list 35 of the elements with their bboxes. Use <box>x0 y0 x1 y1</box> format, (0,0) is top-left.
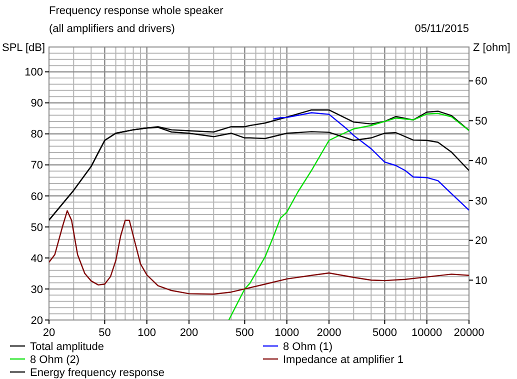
y-tick-label: 60 <box>30 190 43 203</box>
chart-title: Frequency response whole speaker <box>49 5 224 17</box>
y-tick-label: 50 <box>30 222 43 234</box>
x-tick-label: 100 <box>138 327 156 339</box>
x-tick-label: 10000 <box>412 327 442 339</box>
x-tick-label: 200 <box>180 327 198 339</box>
y2-axis-title: Z [ohm] <box>473 42 510 54</box>
y2-tick-label: 10 <box>475 274 488 287</box>
y-tick-label: 100 <box>24 66 43 79</box>
y-tick-label: 40 <box>30 252 43 265</box>
y2-tick-label: 40 <box>475 155 488 168</box>
x-tick-label: 500 <box>236 327 254 339</box>
y2-tick-label: 50 <box>475 116 488 128</box>
y-tick-label: 80 <box>30 128 43 141</box>
text: 05/11/2015 <box>414 23 469 35</box>
y2-tick-label: 60 <box>475 76 488 88</box>
legend-label: Total amplitude <box>30 340 104 353</box>
y-tick-label: 70 <box>30 160 43 172</box>
y-axis-title: SPL [dB] <box>2 42 46 54</box>
chart-subtitle: (all amplifiers and drivers) <box>49 23 175 35</box>
y2-tick-label: 20 <box>475 235 488 248</box>
x-tick-label: 20 <box>42 327 56 339</box>
legend-label: Energy frequency response <box>30 366 165 379</box>
x-tick-label: 50 <box>98 327 111 339</box>
x-tick-label: 1000 <box>274 327 300 339</box>
y-tick-label: 30 <box>30 284 43 296</box>
x-tick-label: 20000 <box>454 327 484 339</box>
y2-tick-label: 30 <box>475 195 488 208</box>
x-tick-label: 2000 <box>316 327 342 339</box>
x-tick-label: 5000 <box>372 327 397 339</box>
legend-label: 8 Ohm (1) <box>283 340 333 353</box>
legend-label: 8 Ohm (2) <box>30 354 80 366</box>
y-tick-label: 90 <box>30 98 43 110</box>
legend-label: Impedance at amplifier 1 <box>283 354 404 366</box>
y-tick-label: 20 <box>30 314 43 327</box>
